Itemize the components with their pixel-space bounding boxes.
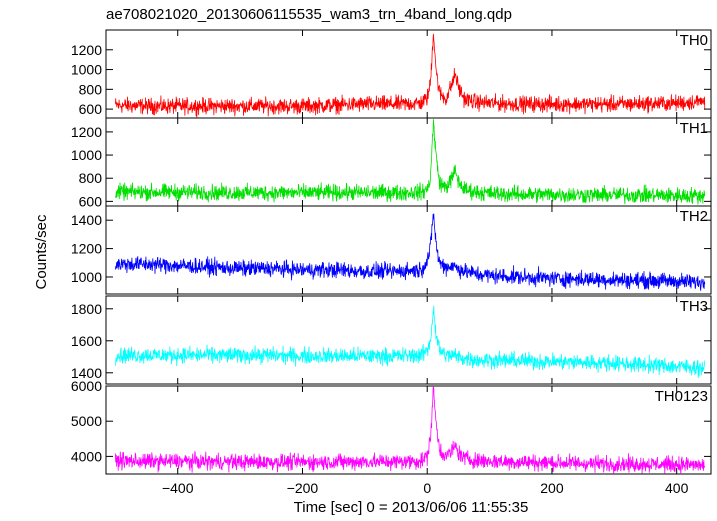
y-tick-label: 600 [79,193,103,209]
y-tick-label: 800 [79,170,103,186]
x-tick-label: −400 [162,480,194,496]
panel-frame-th2 [105,205,712,295]
chart-title: ae708021020_20130606115535_wam3_trn_4ban… [106,6,512,23]
y-tick-label: 1000 [71,269,102,285]
y-tick-label: 1000 [71,62,102,78]
series-label-th1: TH1 [680,120,708,137]
y-tick-label: 1000 [71,147,102,163]
x-tick-label: −200 [287,480,319,496]
series-label-th0123: TH0123 [655,388,708,405]
y-tick-label: 1400 [71,212,102,228]
y-tick-label: 4000 [71,448,102,464]
series-line-th3 [115,305,706,378]
y-tick-label: 1200 [71,241,102,257]
series-label-th2: TH2 [680,208,708,225]
y-tick-label: 1200 [71,42,102,58]
panels-group: TH0 600 800 1000 1200 TH1 600 800 1000 1200 TH2 100… [71,29,712,496]
panel-frame-th3 [105,295,712,385]
y-tick-label: 1600 [71,333,102,349]
y-tick-label: 1200 [71,124,102,140]
x-tick-label: 200 [540,480,564,496]
series-line-th0123 [115,385,706,475]
series-line-th1 [115,119,706,205]
panel-frame-th0123 [105,385,712,475]
y-axis-label: Counts/sec [33,214,50,290]
x-tick-label: 400 [665,480,689,496]
y-tick-label: 5000 [71,413,102,429]
x-tick-label: 0 [423,480,431,496]
series-label-th0: TH0 [680,32,708,49]
y-tick-label: 800 [79,81,103,97]
series-label-th3: TH3 [680,298,708,315]
y-tick-label: 600 [79,101,103,117]
y-tick-label: 1400 [71,365,102,381]
x-axis-label: Time [sec] 0 = 2013/06/06 11:55:35 [294,499,529,516]
series-line-th0 [115,33,706,118]
y-tick-label: 6000 [71,378,102,394]
y-tick-label: 1800 [71,301,102,317]
series-line-th2 [115,213,706,291]
